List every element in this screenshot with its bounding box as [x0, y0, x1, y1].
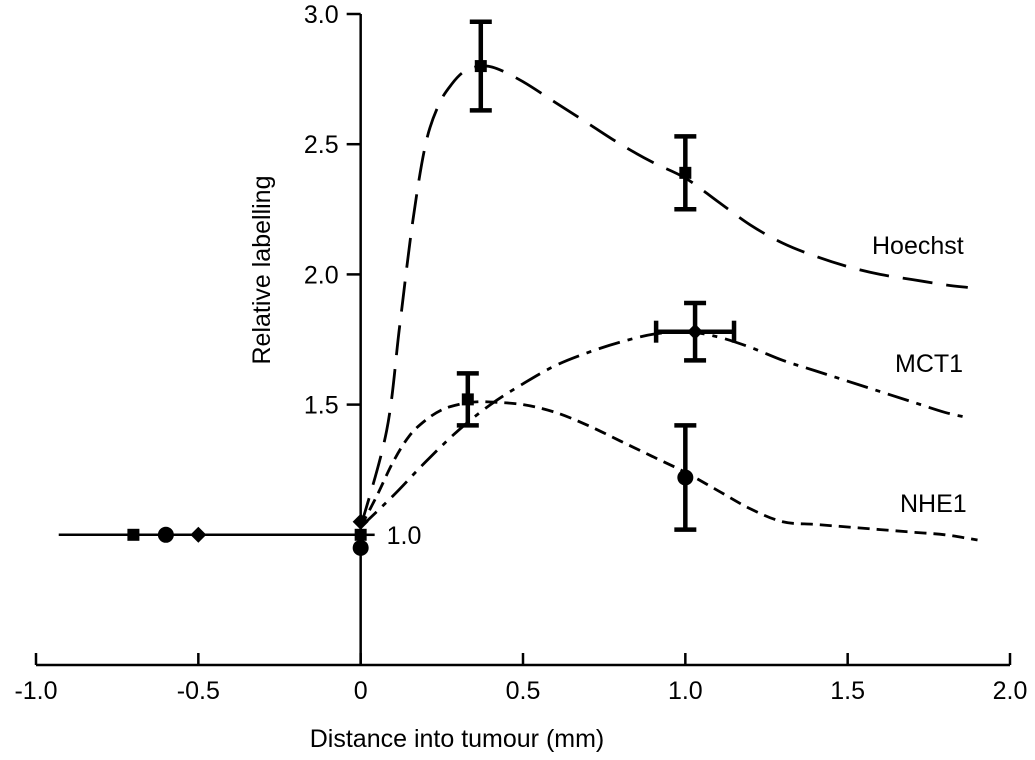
series-layer	[58, 64, 978, 542]
y-tick-label: 1.5	[304, 392, 339, 420]
x-tick-label: -1.0	[14, 677, 57, 705]
series-line-nhe1	[359, 400, 978, 542]
series-line-hoechst	[359, 64, 968, 528]
y-tick-label: 3.0	[304, 1, 339, 29]
data-point-mct1-0	[687, 323, 704, 340]
x-axis-title: Distance into tumour (mm)	[310, 725, 605, 753]
x-tick-label: -0.5	[177, 677, 220, 705]
y-tick-label: 2.0	[304, 261, 339, 289]
x-tick-label: 0	[354, 677, 368, 705]
data-point-nhe1-0	[461, 393, 474, 406]
x-tick-label: 2.0	[993, 677, 1028, 705]
baseline-marker-2	[190, 526, 207, 543]
y-tick-label: 2.5	[304, 131, 339, 159]
axes: -1.0 -0.5 0 0.5 1.0 1.5 2.0 1.0 1.5 2.0 2.5 3.0	[14, 1, 1027, 705]
series-label-nhe1: NHE1	[900, 490, 967, 518]
data-point-nhe1-1	[677, 469, 694, 486]
y-tick-label: 1.0	[387, 522, 422, 550]
series-line-mct1	[359, 330, 969, 528]
baseline-marker-4	[354, 528, 367, 541]
baseline-marker-0	[127, 528, 140, 541]
marker-layer	[127, 19, 737, 556]
x-tick-label: 1.5	[830, 677, 865, 705]
y-axis-title: Relative labelling	[248, 175, 276, 364]
baseline-marker-3	[352, 513, 369, 530]
data-point-hoechst-0	[474, 60, 487, 73]
data-point-hoechst-1	[679, 166, 692, 179]
x-tick-label: 1.0	[668, 677, 703, 705]
series-label-hoechst: Hoechst	[872, 232, 964, 260]
baseline-marker-5	[352, 539, 369, 556]
series-label-mct1: MCT1	[895, 350, 963, 378]
baseline-marker-1	[157, 526, 174, 543]
x-tick-label: 0.5	[506, 677, 541, 705]
